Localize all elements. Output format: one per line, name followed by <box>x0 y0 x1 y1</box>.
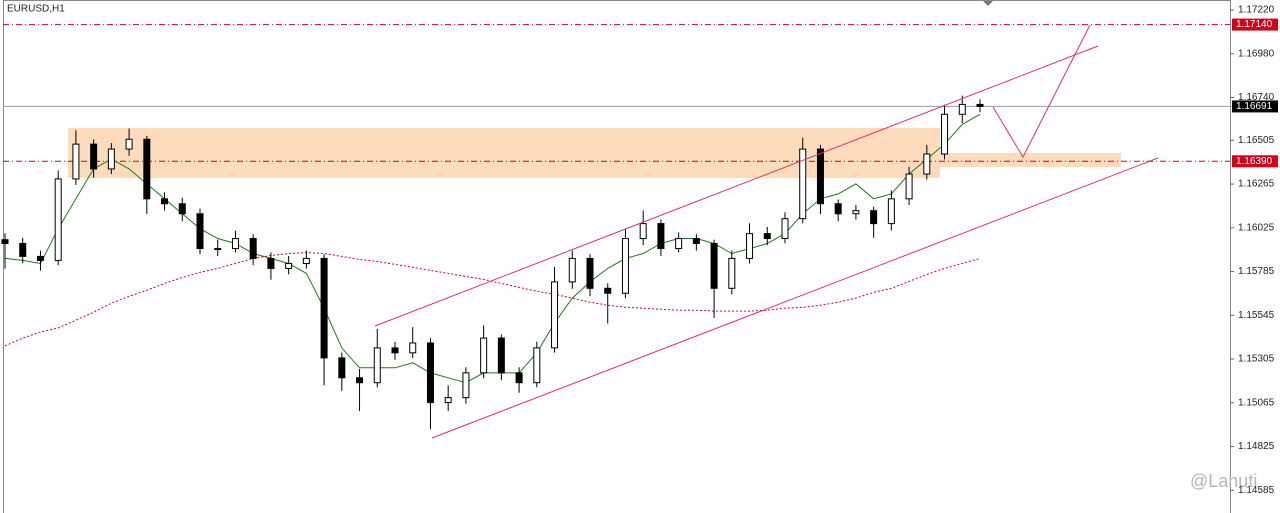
candle-body <box>781 218 789 240</box>
candle-body <box>710 242 718 289</box>
candle-body <box>639 223 647 240</box>
candle-body <box>533 347 541 384</box>
candle-body <box>887 198 895 225</box>
channel-lower <box>431 157 1159 439</box>
y-tick-label: 1.15305 <box>1238 354 1275 365</box>
price-label-box <box>1232 155 1278 168</box>
series-layer <box>1 24 1230 430</box>
candle-body <box>852 210 860 215</box>
candle-body <box>267 257 275 269</box>
candle-body <box>196 213 204 250</box>
candle-body <box>746 233 754 259</box>
y-tick-label: 1.16740 <box>1238 92 1275 103</box>
y-tick-label: 1.16265 <box>1238 179 1275 190</box>
candle-body <box>958 103 966 115</box>
candle-body <box>763 233 771 240</box>
candle-body <box>870 210 878 225</box>
candle-body <box>604 287 612 294</box>
candle-body <box>497 337 505 374</box>
candle-body <box>143 138 151 200</box>
candle-body <box>834 203 842 215</box>
price-label: 1.16691 <box>1236 101 1273 112</box>
candle-body <box>480 337 488 374</box>
candle-body <box>214 248 222 251</box>
price-label-box <box>1232 18 1278 31</box>
candle-body <box>90 143 98 170</box>
candle-body <box>249 238 257 259</box>
y-tick-label: 1.15545 <box>1238 310 1275 321</box>
shift-marker <box>983 1 993 6</box>
moving-average <box>4 252 981 347</box>
channel-upper <box>374 45 1099 327</box>
supply-zone <box>68 128 940 178</box>
candle-body <box>72 143 80 180</box>
candle-body <box>551 281 559 349</box>
candle-body <box>391 347 399 354</box>
candle-body <box>444 397 452 404</box>
chart-title: EURUSD,H1 <box>7 4 65 15</box>
projection-path <box>992 24 1091 159</box>
retest-zone <box>940 153 1121 167</box>
y-tick-label: 1.16025 <box>1238 222 1275 233</box>
candle-body <box>515 372 523 384</box>
candle-body <box>373 347 381 384</box>
y-tick-label: 1.17220 <box>1238 5 1275 16</box>
candle-body <box>320 257 328 359</box>
candle-body <box>231 238 239 250</box>
candle-body <box>728 257 736 289</box>
candle-body <box>178 203 186 215</box>
candle-body <box>161 198 169 205</box>
candle-body <box>621 238 629 294</box>
candle-body <box>36 255 44 261</box>
candle-body <box>816 148 824 205</box>
candle-body <box>1 239 9 244</box>
y-tick-label: 1.15785 <box>1238 266 1275 277</box>
candle-body <box>923 153 931 175</box>
candle-body <box>356 377 364 384</box>
candle-body <box>905 173 913 200</box>
y-tick-label: 1.16980 <box>1238 48 1275 59</box>
candle-body <box>692 238 700 244</box>
candle-body <box>125 138 133 150</box>
candle-body <box>976 103 984 107</box>
candle-body <box>657 223 665 250</box>
candle-body <box>409 342 417 354</box>
candle-body <box>675 238 683 250</box>
candle-body <box>19 242 27 257</box>
candle-body <box>338 357 346 379</box>
price-label-box <box>1232 100 1278 113</box>
watermark: @Lanuti <box>1190 471 1257 491</box>
candle-body <box>941 113 949 155</box>
price-label: 1.17140 <box>1236 19 1273 30</box>
y-tick-label: 1.14585 <box>1238 485 1275 496</box>
y-tick-label: 1.14825 <box>1238 441 1275 452</box>
price-label: 1.16390 <box>1236 156 1273 167</box>
candle-body <box>285 263 293 269</box>
candle-body <box>568 257 576 283</box>
candle-body <box>799 148 807 220</box>
candle-body <box>586 257 594 289</box>
y-tick-label: 1.16505 <box>1238 135 1275 146</box>
candle-body <box>54 178 62 261</box>
candle-body <box>426 342 434 404</box>
candle-body <box>107 148 115 170</box>
y-tick-label: 1.15065 <box>1238 397 1275 408</box>
candle-body <box>462 372 470 399</box>
candle-body <box>302 257 310 265</box>
